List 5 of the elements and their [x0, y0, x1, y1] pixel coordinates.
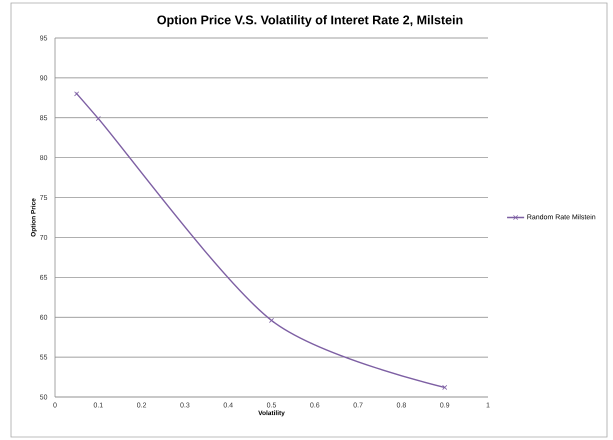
point [74, 91, 80, 96]
chart-title: Option Price V.S. Volatility of Interet Rate 2, Milstein [157, 15, 462, 27]
point [442, 384, 448, 390]
point [96, 116, 101, 122]
point [268, 318, 274, 323]
